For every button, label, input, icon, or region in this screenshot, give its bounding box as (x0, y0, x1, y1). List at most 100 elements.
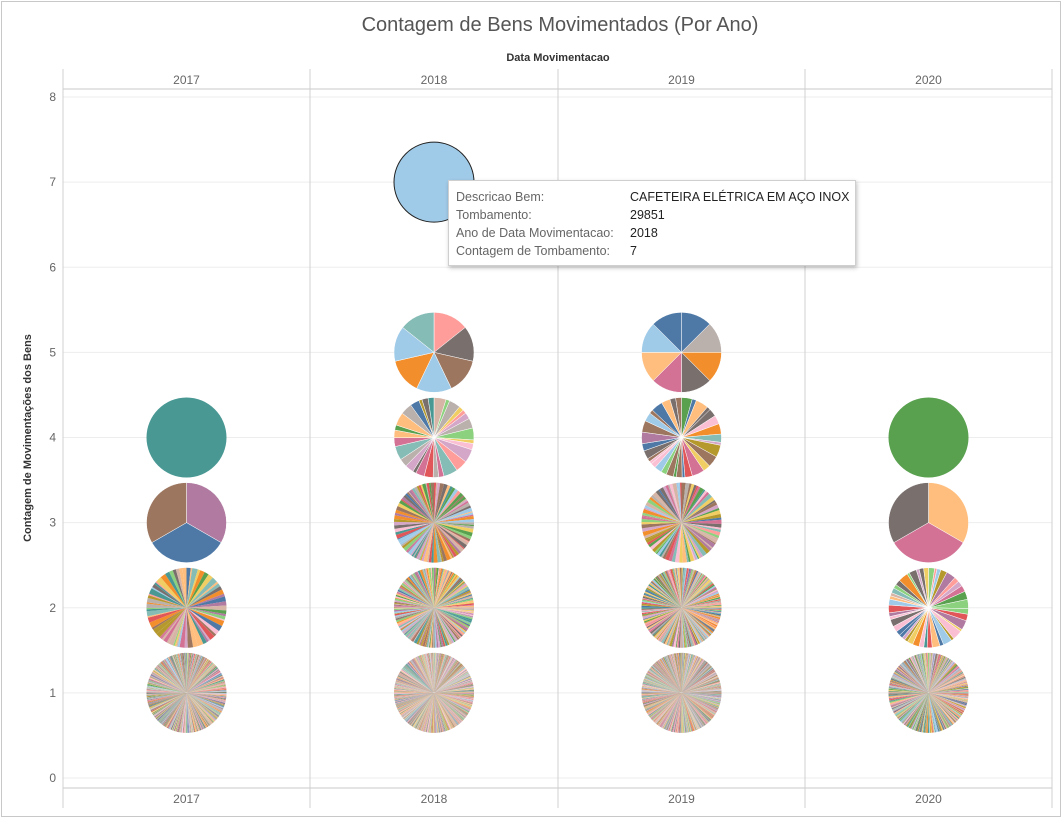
pie-slice (153, 692, 187, 716)
pie-slice (186, 662, 213, 693)
pie-slice (642, 682, 682, 693)
pie-slice (680, 692, 682, 733)
pie-slice (649, 522, 682, 550)
pie-slice (681, 656, 698, 693)
pie-slice (411, 659, 434, 693)
pie-slice (681, 605, 722, 608)
pie-slice (434, 692, 448, 731)
pie-slice (186, 692, 202, 731)
pie-slice (434, 568, 441, 608)
pie-slice (681, 692, 696, 731)
pie-slice (434, 519, 474, 523)
pie-slice (646, 692, 682, 714)
pie-slice (434, 692, 472, 708)
pie-slice (664, 656, 682, 693)
pie-slice (681, 692, 690, 733)
pie-slice (922, 692, 929, 733)
pie-slice (681, 692, 714, 717)
pie-slice (928, 666, 959, 693)
pie-slice (924, 692, 929, 733)
pie-slice (399, 586, 434, 608)
pie-slice (681, 692, 710, 722)
pie-slice (434, 661, 460, 693)
pie-slice (659, 692, 682, 727)
pie-slice (681, 692, 715, 716)
pie-slice (413, 607, 434, 643)
pie-slice (914, 655, 929, 693)
pie-slice (681, 607, 722, 613)
pie-slice (395, 692, 434, 705)
pie-slice (394, 519, 434, 523)
pie-slice (186, 692, 194, 733)
pie-slice (921, 692, 929, 733)
pie-slice (405, 578, 434, 608)
pie-slice (922, 653, 929, 693)
pie-slice (394, 688, 434, 693)
pie-slice (679, 692, 682, 733)
pie-slice (417, 571, 434, 608)
pie-slice (146, 688, 187, 693)
pie-slice (434, 692, 474, 702)
pie-slice (681, 692, 690, 733)
pie-slice (928, 653, 939, 693)
pie-slice (434, 692, 474, 697)
pie-slice (928, 673, 964, 693)
pie-slice (434, 692, 449, 731)
pie-slice (928, 692, 966, 709)
pie-slice (395, 522, 434, 535)
pie-slice (681, 692, 720, 707)
pie-slice (434, 607, 444, 647)
pie-slice (186, 664, 215, 693)
pie-slice (928, 692, 935, 733)
pie-slice (428, 522, 434, 563)
pie-slice (434, 692, 466, 719)
pie-slice (397, 607, 434, 625)
pie-slice (681, 607, 719, 624)
pie-slice (186, 680, 225, 693)
pie-slice (681, 687, 722, 693)
pie-slice (434, 692, 471, 710)
pie-slice (146, 690, 187, 693)
pie-slice (681, 654, 693, 693)
pie-slice (434, 607, 444, 647)
pie-slice (928, 692, 958, 721)
pie-slice (928, 692, 968, 702)
pie-slice (402, 668, 434, 693)
pie-slice (645, 692, 682, 711)
pie-slice (434, 692, 452, 730)
pie-slice (427, 653, 434, 693)
pie-slice (642, 607, 682, 617)
pie-slice (434, 692, 470, 713)
pie-slice (157, 692, 187, 721)
pie-slice (434, 654, 447, 693)
pie-slice (414, 657, 434, 693)
pie-slice (681, 652, 683, 693)
pie-slice (186, 692, 205, 729)
pie-slice (681, 482, 686, 523)
pie-slice (186, 692, 221, 715)
pie-slice (394, 692, 434, 693)
pie-slice (406, 692, 434, 723)
pie-slice (681, 607, 719, 623)
pie-slice (681, 692, 696, 731)
pie-slice (681, 670, 715, 693)
pie-slice (426, 692, 434, 733)
pie-slice (681, 671, 716, 693)
pie-slice (434, 684, 474, 693)
pie-slice (926, 692, 929, 733)
pie-slice (658, 692, 682, 726)
pie-slice (393, 607, 434, 609)
pie-slice (434, 692, 468, 715)
pie-slice (186, 692, 227, 699)
pie-slice (160, 607, 187, 640)
pie-slice (681, 692, 720, 705)
pie-slice (641, 692, 682, 696)
pie-slice (397, 522, 434, 540)
pie-slice (434, 653, 440, 693)
pie-slice (681, 658, 703, 693)
pie-slice (681, 657, 700, 693)
pie-slice (169, 692, 187, 730)
pie-slice (424, 607, 434, 647)
pie-slice (398, 674, 434, 693)
pie-slice (911, 692, 929, 730)
